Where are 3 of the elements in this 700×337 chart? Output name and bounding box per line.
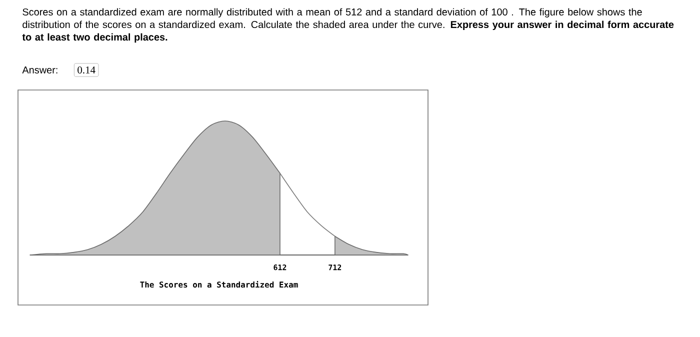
text: Answer: — [22, 66, 58, 74]
chart-title: Scores on a standardized exam are normally distributed with a mean of 512 and a standard deviation of 100 . The figure below shows the distribution of the scores on a standardized exam. Calculate the shaded area under the curve. Express your answer in decimal form accurate to at least two decimal places. — [22, 8, 674, 43]
text: 0.14 — [78, 66, 96, 74]
